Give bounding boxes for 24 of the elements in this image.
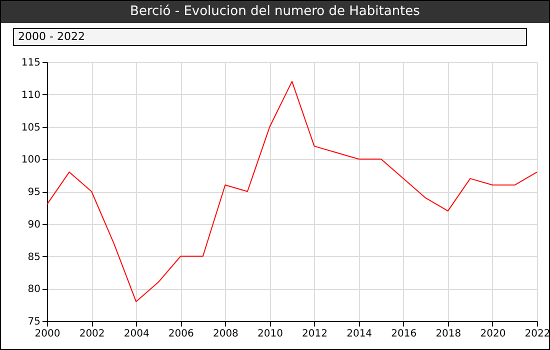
y-tick-label: 90 — [28, 219, 40, 230]
y-tick-label: 85 — [28, 252, 40, 263]
line-series — [46, 80, 538, 302]
chart-title: Berció - Evolucion del numero de Habitantes — [1, 1, 549, 23]
x-tick-label: 2022 — [524, 328, 550, 340]
x-tick-label: 2006 — [168, 328, 194, 340]
x-tick-label: 2016 — [391, 328, 417, 340]
x-tick-label: 2010 — [258, 328, 283, 340]
x-tick-label: 2020 — [480, 328, 506, 340]
y-tick-label: 80 — [28, 284, 40, 296]
x-tick-label: 2012 — [302, 328, 328, 340]
y-tick-label: 115 — [21, 58, 40, 68]
x-tick-label: 2018 — [436, 328, 462, 340]
chart-subtitle: 2000 - 2022 — [13, 28, 527, 46]
x-tick-label: 2000 — [34, 328, 60, 340]
y-tick-label: 75 — [28, 316, 40, 328]
y-tick-label: 95 — [28, 187, 40, 198]
x-tick-label: 2014 — [346, 328, 372, 340]
y-tick-label: 105 — [21, 122, 40, 134]
x-tick-label: 2004 — [124, 328, 150, 340]
y-tick-label: 100 — [21, 154, 40, 166]
x-tick-label: 2008 — [212, 328, 238, 340]
y-tick-label: 110 — [21, 90, 40, 101]
x-tick-label: 2002 — [79, 328, 105, 340]
